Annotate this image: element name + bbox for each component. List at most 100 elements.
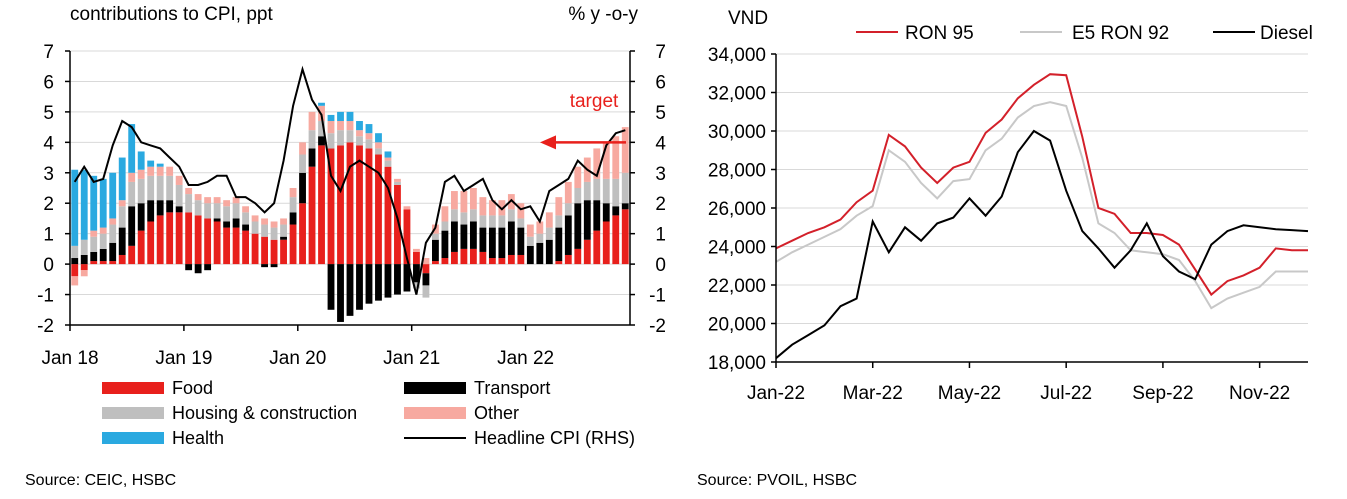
cpi-bar-other [574, 166, 582, 188]
cpi-bar-transport [593, 200, 601, 231]
cpi-bar-other [327, 121, 335, 134]
cpi-bar-other [555, 197, 563, 216]
cpi-bar-other [479, 197, 487, 216]
cpi-bar-food [507, 254, 515, 265]
cpi-bar-transport [384, 264, 392, 298]
cpi-bar-other [460, 191, 468, 213]
cpi-bar-health [365, 124, 373, 134]
cpi-bar-food [251, 233, 259, 265]
cpi-bar-other [612, 136, 620, 179]
cpi-bar-housing [441, 221, 449, 231]
cpi-bar-food [261, 236, 268, 265]
cpi-bar-transport [422, 273, 430, 286]
cpi-chart-title: contributions to CPI, ppt [70, 4, 273, 25]
cpi-bar-transport [185, 264, 193, 271]
fuel-axes [771, 53, 1308, 363]
cpi-bar-transport [194, 264, 202, 274]
cpi-bar-other [488, 200, 496, 216]
cpi-bar-other [118, 200, 126, 207]
cpi-bar-food [602, 221, 610, 265]
cpi-bar-food [327, 148, 335, 265]
cpi-bar-food [318, 145, 325, 265]
cpi-bar-food [270, 239, 278, 265]
cpi-bar-food [71, 264, 79, 277]
cpi-bar-other [156, 166, 164, 176]
cpi-headline-series [73, 65, 626, 295]
cpi-bar-food [593, 230, 601, 265]
cpi-bar-transport [90, 251, 98, 262]
cpi-bar-transport [574, 203, 582, 249]
cpi-bar-transport [166, 200, 174, 213]
cpi-bar-other [403, 206, 411, 210]
cpi-bar-transport [299, 172, 306, 204]
cpi-bar-housing [526, 236, 534, 246]
fuel-legend-label-0: RON 95 [905, 23, 974, 44]
cpi-bar-transport [498, 227, 506, 259]
cpi-bar-transport [232, 218, 240, 228]
cpi-bar-transport [612, 206, 620, 216]
cpi-bar-housing [71, 245, 79, 259]
cpi-bar-transport [526, 245, 534, 265]
fuel-x-tick-label: Jul-22 [1040, 383, 1092, 404]
cpi-chart-right-title: % y -o-y [568, 4, 638, 25]
cpi-bar-transport [99, 248, 107, 262]
cpi-bar-other [99, 227, 107, 234]
cpi-bar-housing [536, 233, 544, 243]
cpi-legend: Food Transport Housing & construction Other… [102, 378, 635, 448]
source-note-right: Source: PVOIL, HSBC [697, 472, 858, 489]
cpi-bar-food [204, 218, 212, 265]
cpi-bar-transport [80, 254, 88, 265]
cpi-bar-food [109, 261, 117, 265]
cpi-y-tick-right: 7 [655, 42, 666, 63]
cpi-bar-housing [337, 130, 344, 146]
cpi-bar-housing [422, 285, 430, 298]
cpi-bar-housing [593, 178, 601, 201]
cpi-bar-health [356, 121, 363, 131]
cpi-bar-health [156, 163, 164, 167]
cpi-bar-housing [479, 215, 487, 228]
cpi-bar-other [507, 194, 515, 210]
cpi-bar-transport [223, 221, 231, 228]
cpi-bar-food [80, 264, 88, 271]
cpi-bar-other [90, 230, 98, 237]
cpi-bar-food [375, 154, 382, 265]
fuel-x-tick-label: Sep-22 [1132, 383, 1193, 404]
cpi-bar-food [118, 254, 126, 265]
cpi-bar-food [498, 258, 506, 265]
cpi-bar-housing [99, 233, 107, 249]
cpi-bar-housing [299, 154, 306, 173]
cpi-bar-health [118, 157, 126, 201]
cpi-bar-other [621, 127, 629, 173]
cpi-bar-housing [356, 136, 363, 146]
cpi-bar-other [223, 200, 231, 207]
cpi-y-tick-left: 5 [43, 103, 54, 124]
cpi-bar-housing [156, 175, 164, 201]
cpi-bar-transport [318, 136, 325, 146]
cpi-bar-other [185, 188, 193, 195]
cpi-bar-housing [545, 227, 553, 240]
cpi-bar-transport [450, 221, 458, 252]
cpi-bar-housing [555, 215, 563, 228]
cpi-bar-health [318, 102, 325, 106]
cpi-axes [65, 50, 635, 326]
cpi-legend-swatch-transport [404, 382, 466, 394]
cpi-bar-transport [394, 264, 401, 295]
cpi-bar-other [526, 224, 534, 237]
cpi-bar-other [299, 142, 306, 155]
cpi-bar-health [80, 169, 88, 240]
cpi-bar-other [536, 221, 544, 234]
cpi-y-tick-right: 0 [655, 255, 666, 276]
fuel-legend-label-2: Diesel [1260, 23, 1313, 44]
cpi-headline-line [73, 65, 626, 295]
fuel-chart: VND RON 95 E5 RON 92 Diesel 34,000 32,000 30… [708, 8, 1313, 404]
cpi-bar-food [460, 248, 468, 265]
cpi-bar-other [194, 194, 202, 201]
cpi-bar-transport [375, 264, 382, 301]
cpi-bar-housing [289, 197, 297, 213]
cpi-bar-other [602, 142, 610, 179]
cpi-bar-food [356, 145, 363, 265]
cpi-bar-food [384, 166, 392, 265]
cpi-bar-transport [479, 227, 487, 252]
cpi-legend-label-housing: Housing & construction [172, 403, 357, 423]
cpi-bar-food [137, 230, 145, 265]
